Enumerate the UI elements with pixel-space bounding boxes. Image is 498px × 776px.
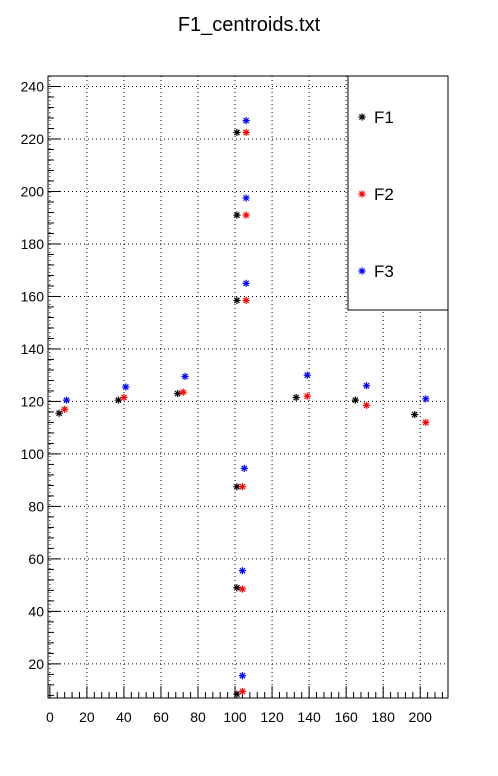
y-tick-label: 180 <box>21 236 45 252</box>
data-point-f3 <box>242 194 250 202</box>
tick-labels: 0 20 40 60 80 100 120 140 160 180 200 20 40 60 80 100 12… <box>21 78 432 725</box>
x-tick-label: 80 <box>190 709 206 725</box>
data-point-f1 <box>233 211 241 219</box>
y-tick-label: 220 <box>21 131 45 147</box>
data-point-f3 <box>242 117 250 125</box>
data-point-f2 <box>362 401 371 409</box>
data-point-f3 <box>303 371 311 379</box>
data-point-f2 <box>238 585 247 593</box>
y-tick-label: 80 <box>28 498 44 514</box>
data-point-f1 <box>233 296 241 304</box>
data-point-f3 <box>238 567 247 575</box>
data-point-f2 <box>120 393 128 402</box>
data-point-f2 <box>179 388 187 396</box>
y-tick-label: 140 <box>21 341 45 357</box>
data-point-f1 <box>233 584 241 592</box>
x-tick-label: 0 <box>46 709 54 725</box>
data-point-f3 <box>240 464 248 472</box>
x-tick-label: 40 <box>116 709 132 725</box>
x-tick-label: 200 <box>409 709 433 725</box>
data-point-f3 <box>242 279 250 287</box>
data-point-f1 <box>174 389 182 398</box>
legend: F1 F2 F3 <box>347 75 449 311</box>
data-point-f3 <box>122 383 130 391</box>
data-point-f3 <box>181 372 189 381</box>
x-tick-label: 100 <box>223 709 247 725</box>
data-point-f1 <box>233 690 241 698</box>
legend-label-f1: F1 <box>374 108 394 127</box>
legend-marker-f3 <box>358 267 366 275</box>
data-point-f2 <box>61 405 69 413</box>
data-point-f1 <box>114 396 122 404</box>
x-tick-label: 20 <box>79 709 95 725</box>
data-points <box>55 117 430 698</box>
data-point-f3 <box>422 395 430 403</box>
y-tick-label: 20 <box>28 656 44 672</box>
data-point-f3 <box>62 396 71 404</box>
data-point-f2 <box>422 418 430 427</box>
data-point-f2 <box>238 687 247 696</box>
data-point-f1 <box>55 409 63 417</box>
y-tick-label: 60 <box>28 551 44 567</box>
y-tick-label: 40 <box>28 603 44 619</box>
data-point-f2 <box>238 483 247 491</box>
chart-title: F1_centroids.txt <box>178 14 321 36</box>
y-tick-label: 120 <box>21 393 45 409</box>
data-point-f2 <box>303 392 311 400</box>
data-point-f2 <box>242 128 250 137</box>
data-point-f2 <box>242 211 250 219</box>
data-point-f3 <box>362 382 371 390</box>
data-point-f1 <box>411 410 419 419</box>
y-tick-label: 100 <box>21 446 45 462</box>
data-point-f3 <box>238 672 247 680</box>
y-tick-label: 200 <box>21 183 45 199</box>
grid-lines <box>48 76 448 698</box>
data-point-f1 <box>351 396 360 404</box>
data-point-f1 <box>233 128 241 137</box>
plot-frame <box>47 75 449 699</box>
x-tick-label: 120 <box>260 709 284 725</box>
legend-label-f3: F3 <box>374 262 394 281</box>
x-tick-label: 160 <box>334 709 358 725</box>
x-tick-label: 180 <box>372 709 396 725</box>
legend-label-f2: F2 <box>374 185 394 204</box>
legend-marker-f2 <box>358 190 366 198</box>
y-tick-label: 240 <box>21 78 45 94</box>
x-tick-label: 60 <box>153 709 169 725</box>
data-point-f1 <box>292 393 300 402</box>
data-point-f2 <box>242 296 250 304</box>
legend-marker-f1 <box>358 113 366 121</box>
x-tick-label: 140 <box>297 709 321 725</box>
y-tick-label: 160 <box>21 288 45 304</box>
